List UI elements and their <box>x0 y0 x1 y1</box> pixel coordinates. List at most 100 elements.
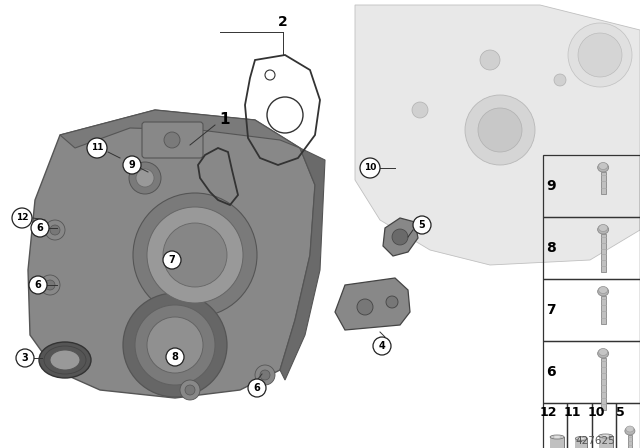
Ellipse shape <box>598 224 607 232</box>
Circle shape <box>147 207 243 303</box>
Circle shape <box>87 138 107 158</box>
Circle shape <box>40 275 60 295</box>
Polygon shape <box>60 110 300 148</box>
Ellipse shape <box>598 287 607 293</box>
Text: 6: 6 <box>35 280 42 290</box>
Circle shape <box>12 208 32 228</box>
Bar <box>550 437 564 448</box>
Text: 5: 5 <box>616 406 625 419</box>
Bar <box>600 358 605 410</box>
Bar <box>543 155 640 217</box>
Bar <box>628 435 632 448</box>
Circle shape <box>568 23 632 87</box>
Bar <box>567 403 591 448</box>
Circle shape <box>129 162 161 194</box>
Text: 2: 2 <box>278 15 288 29</box>
Text: 10: 10 <box>364 164 376 172</box>
Ellipse shape <box>575 436 588 440</box>
Ellipse shape <box>602 435 610 437</box>
Ellipse shape <box>598 225 609 234</box>
Ellipse shape <box>50 350 80 370</box>
Ellipse shape <box>598 349 609 358</box>
Polygon shape <box>280 148 325 380</box>
Ellipse shape <box>598 434 612 438</box>
Text: 6: 6 <box>546 365 556 379</box>
Text: 7: 7 <box>168 255 175 265</box>
Text: 5: 5 <box>419 220 426 230</box>
Text: 6: 6 <box>253 383 260 393</box>
Bar <box>598 436 612 448</box>
Bar <box>543 217 640 279</box>
Polygon shape <box>355 5 640 265</box>
Circle shape <box>478 108 522 152</box>
Polygon shape <box>335 278 410 330</box>
Circle shape <box>133 193 257 317</box>
Circle shape <box>554 74 566 86</box>
Text: 8: 8 <box>172 352 179 362</box>
Ellipse shape <box>598 163 609 172</box>
Circle shape <box>413 216 431 234</box>
Polygon shape <box>383 218 418 256</box>
Circle shape <box>480 50 500 70</box>
FancyBboxPatch shape <box>142 122 203 158</box>
Circle shape <box>147 317 203 373</box>
Circle shape <box>255 365 275 385</box>
Ellipse shape <box>598 163 607 169</box>
Circle shape <box>136 169 154 187</box>
Circle shape <box>465 95 535 165</box>
Circle shape <box>392 229 408 245</box>
Circle shape <box>163 251 181 269</box>
Circle shape <box>123 156 141 174</box>
Text: 12: 12 <box>540 406 557 419</box>
Bar <box>543 341 640 403</box>
Text: 8: 8 <box>546 241 556 255</box>
Circle shape <box>260 370 270 380</box>
Circle shape <box>412 102 428 118</box>
Ellipse shape <box>598 287 609 296</box>
Text: 9: 9 <box>546 179 556 193</box>
Text: 6: 6 <box>36 223 44 233</box>
Circle shape <box>185 385 195 395</box>
Text: 11: 11 <box>91 143 103 152</box>
Bar <box>600 234 605 272</box>
Circle shape <box>360 158 380 178</box>
Circle shape <box>357 299 373 315</box>
Circle shape <box>135 305 215 385</box>
Ellipse shape <box>39 342 91 378</box>
Circle shape <box>50 225 60 235</box>
Circle shape <box>180 380 200 400</box>
Bar <box>543 279 640 341</box>
Text: 7: 7 <box>546 303 556 317</box>
Text: 9: 9 <box>129 160 136 170</box>
Text: 12: 12 <box>16 214 28 223</box>
Circle shape <box>248 379 266 397</box>
Circle shape <box>16 349 34 367</box>
Circle shape <box>373 337 391 355</box>
Text: 3: 3 <box>22 353 28 363</box>
Circle shape <box>164 132 180 148</box>
Circle shape <box>163 223 227 287</box>
Circle shape <box>166 348 184 366</box>
Ellipse shape <box>625 427 635 435</box>
Text: 11: 11 <box>563 406 581 419</box>
Circle shape <box>386 296 398 308</box>
Circle shape <box>578 33 622 77</box>
Circle shape <box>29 276 47 294</box>
Text: 10: 10 <box>588 406 605 419</box>
Ellipse shape <box>626 426 634 432</box>
Bar <box>575 439 588 448</box>
Circle shape <box>45 220 65 240</box>
Bar <box>591 403 616 448</box>
Bar <box>543 403 567 448</box>
Bar <box>616 403 640 448</box>
Text: 427625: 427625 <box>575 436 615 446</box>
Bar <box>600 296 605 324</box>
Ellipse shape <box>598 349 607 356</box>
Circle shape <box>31 219 49 237</box>
Ellipse shape <box>550 435 564 439</box>
Text: 4: 4 <box>379 341 385 351</box>
Bar <box>600 172 605 194</box>
Ellipse shape <box>553 435 561 439</box>
Text: 1: 1 <box>220 112 230 128</box>
Polygon shape <box>28 110 315 398</box>
